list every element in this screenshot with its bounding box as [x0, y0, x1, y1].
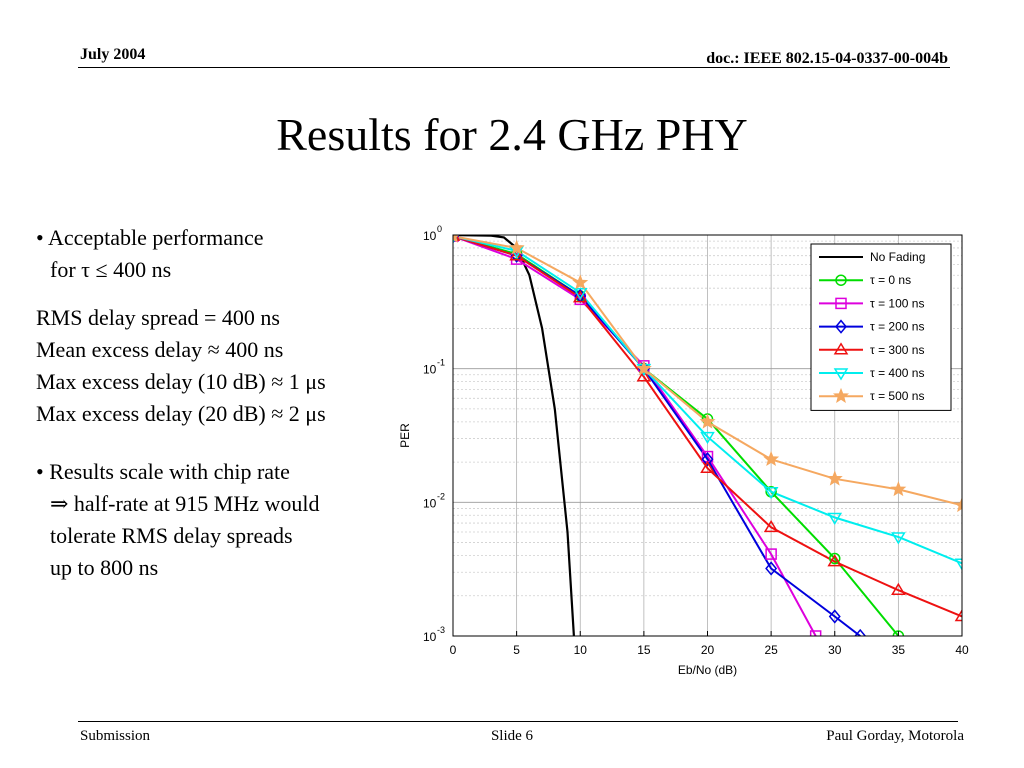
bullet-2-line-4: up to 800 ns	[50, 555, 159, 580]
param-rms-delay: RMS delay spread = 400 ns	[36, 305, 280, 330]
bullet-1-line-1: • Acceptable performance	[36, 225, 264, 250]
bullet-2-line-3: tolerate RMS delay spreads	[50, 523, 293, 548]
footer-rule	[78, 721, 958, 722]
legend-label: τ = 500 ns	[870, 389, 924, 403]
data-point-s3-5	[765, 561, 778, 576]
data-point-s4-3	[636, 369, 652, 382]
x-tick-label: 35	[892, 643, 906, 657]
y-tick-exponent: -2	[437, 491, 445, 501]
bullet-1-line-2: for τ ≤ 400 ns	[50, 257, 172, 282]
x-tick-label: 25	[764, 643, 778, 657]
footer-slide-number: Slide 6	[490, 728, 534, 744]
footer-author: Paul Gorday, Motorola	[826, 728, 964, 744]
slide-title: Results for 2.4 GHz PHY	[276, 109, 748, 160]
header-rule	[78, 67, 950, 68]
bullet-2-line-1: • Results scale with chip rate	[36, 459, 290, 484]
data-point-s5-2	[572, 287, 588, 301]
data-point-s6-1	[508, 239, 525, 255]
legend-label: τ = 400 ns	[870, 366, 924, 380]
y-tick-base: 10	[423, 229, 437, 243]
legend-marker	[833, 368, 849, 381]
legend-label: τ = 100 ns	[870, 296, 924, 310]
header-doc-id: doc.: IEEE 802.15-04-0337-00-004b	[706, 50, 948, 67]
legend-label: τ = 200 ns	[870, 320, 924, 334]
x-tick-label: 15	[637, 643, 651, 657]
data-point-s4-5	[763, 519, 779, 533]
data-point-s2-5	[765, 548, 777, 560]
data-point-s6-8	[953, 496, 962, 513]
data-point-s5-6	[827, 512, 843, 525]
plot-series	[453, 235, 962, 636]
y-tick-exponent: -1	[437, 358, 445, 368]
data-point-s4-4	[700, 460, 715, 473]
series-line-4	[453, 235, 962, 618]
data-point-s6-6	[826, 470, 843, 486]
y-tick-label: 10 -3	[423, 625, 445, 644]
y-tick-label: 10 -1	[423, 358, 445, 377]
series-line-1	[453, 235, 900, 636]
legend-marker	[835, 274, 847, 286]
legend-marker	[833, 342, 849, 355]
data-point-s4-6	[827, 554, 843, 567]
data-point-s1-6	[829, 552, 841, 565]
x-tick-label: 20	[701, 643, 715, 657]
x-tick-label: 30	[828, 643, 842, 657]
x-tick-label: 0	[450, 643, 457, 657]
data-point-s4-1	[509, 248, 524, 261]
data-point-s3-7	[854, 628, 867, 636]
header-date: July 2004	[80, 46, 146, 63]
data-point-s3-6	[828, 609, 841, 624]
bullet-2-line-2: ⇒ half-rate at 915 MHz would	[50, 491, 320, 516]
y-tick-exponent: 0	[437, 224, 442, 234]
legend-marker	[835, 297, 847, 310]
x-tick-label: 5	[513, 643, 520, 657]
legend-marker	[832, 387, 850, 404]
data-point-s6-5	[763, 450, 780, 467]
legend-label: τ = 0 ns	[870, 273, 911, 287]
x-tick-label: 40	[955, 643, 969, 657]
data-point-s3-4	[701, 452, 714, 467]
data-point-s4-8	[954, 609, 962, 622]
x-axis-label: Eb/No (dB)	[678, 663, 737, 677]
x-tick-label: 10	[574, 643, 588, 657]
data-point-s2-6	[809, 630, 822, 636]
y-tick-base: 10	[423, 363, 437, 377]
data-point-s5-8	[954, 558, 962, 571]
data-point-s6-3	[635, 360, 652, 376]
bullet-list: • Acceptable performance for τ ≤ 400 ns …	[36, 222, 326, 584]
y-tick-exponent: -3	[437, 625, 445, 635]
data-point-s4-7	[891, 582, 906, 595]
y-tick-base: 10	[423, 630, 437, 644]
y-tick-base: 10	[423, 496, 437, 510]
legend: No Fading τ = 0 ns τ = 100 ns τ = 200 ns τ =…	[810, 243, 952, 411]
legend-label: τ = 300 ns	[870, 343, 924, 357]
param-max-excess-10db: Max excess delay (10 dB) ≈ 1 μs	[36, 369, 326, 394]
data-point-s5-4	[700, 431, 715, 445]
legend-marker	[835, 319, 847, 334]
series-line-5	[453, 235, 962, 565]
data-point-s5-7	[891, 532, 906, 545]
param-mean-excess-delay: Mean excess delay ≈ 400 ns	[36, 337, 284, 362]
footer-submission: Submission	[80, 728, 151, 744]
data-point-s6-2	[572, 274, 589, 290]
param-max-excess-20db: Max excess delay (20 dB) ≈ 2 μs	[36, 401, 326, 426]
data-point-s5-5	[763, 486, 779, 500]
legend-label: No Fading	[870, 250, 925, 264]
data-point-s6-0	[453, 235, 460, 243]
y-tick-label: 10 0	[423, 224, 442, 243]
y-axis-label: PER	[398, 423, 412, 448]
series-line-0	[453, 235, 575, 636]
y-tick-label: 10 -2	[423, 491, 445, 510]
data-point-s6-7	[890, 480, 907, 497]
data-point-s4-2	[572, 290, 588, 303]
data-point-s6-4	[699, 413, 716, 429]
